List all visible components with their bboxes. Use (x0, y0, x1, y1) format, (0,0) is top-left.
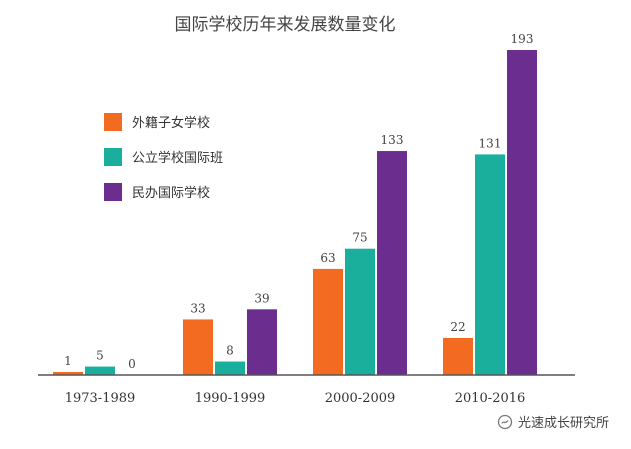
value-label-2010-2016-series-0: 22 (450, 320, 465, 334)
value-label-1973-1989-series-1: 5 (96, 349, 104, 363)
value-label-1973-1989-series-2: 0 (128, 357, 136, 371)
legend-label-2: 民办国际学校 (132, 185, 210, 201)
x-tick-label: 2010-2016 (455, 391, 526, 406)
chart-title: 国际学校历年来发展数量变化 (175, 15, 396, 35)
value-label-1990-1999-series-0: 33 (190, 301, 205, 315)
watermark-text: 光速成长研究所 (517, 416, 609, 431)
value-label-1973-1989-series-0: 1 (64, 354, 72, 368)
value-label-2000-2009-series-2: 133 (381, 133, 404, 147)
value-label-2000-2009-series-0: 63 (320, 251, 335, 265)
x-tick-label: 2000-2009 (325, 391, 396, 406)
bar-2010-2016-series-1 (475, 154, 505, 375)
value-label-1990-1999-series-2: 39 (254, 291, 269, 305)
bar-2000-2009-series-0 (313, 268, 343, 375)
bar-1990-1999-series-1 (215, 361, 245, 375)
bar-1990-1999-series-2 (247, 309, 277, 375)
value-label-2010-2016-series-1: 131 (479, 136, 502, 150)
bars (53, 50, 537, 375)
bar-1973-1989-series-0 (53, 372, 83, 375)
legend-swatch-0 (104, 113, 122, 131)
wechat-official-account-icon (497, 414, 513, 429)
bar-2000-2009-series-1 (345, 248, 375, 375)
x-tick-label: 1990-1999 (195, 391, 266, 406)
legend-swatch-1 (104, 148, 122, 166)
legend-swatch-2 (104, 183, 122, 201)
bar-1973-1989-series-1 (85, 366, 115, 375)
bar-1990-1999-series-0 (183, 319, 213, 375)
legend-label-0: 外籍子女学校 (132, 115, 210, 131)
x-tick-labels: 1973-1989 1990-1999 2000-2009 2010-2016 (65, 391, 526, 406)
value-label-1990-1999-series-1: 8 (226, 344, 234, 358)
bar-2010-2016-series-0 (443, 337, 473, 375)
value-label-2000-2009-series-1: 75 (352, 231, 367, 245)
x-tick-label: 1973-1989 (65, 391, 136, 406)
watermark: 光速成长研究所 (497, 412, 609, 431)
value-labels: 1 5 0 33 8 39 63 75 133 22 131 193 (64, 32, 533, 371)
bar-2010-2016-series-2 (507, 50, 537, 375)
bar-2000-2009-series-2 (377, 151, 407, 375)
value-label-2010-2016-series-2: 193 (511, 32, 534, 46)
legend-label-1: 公立学校国际班 (132, 150, 223, 166)
